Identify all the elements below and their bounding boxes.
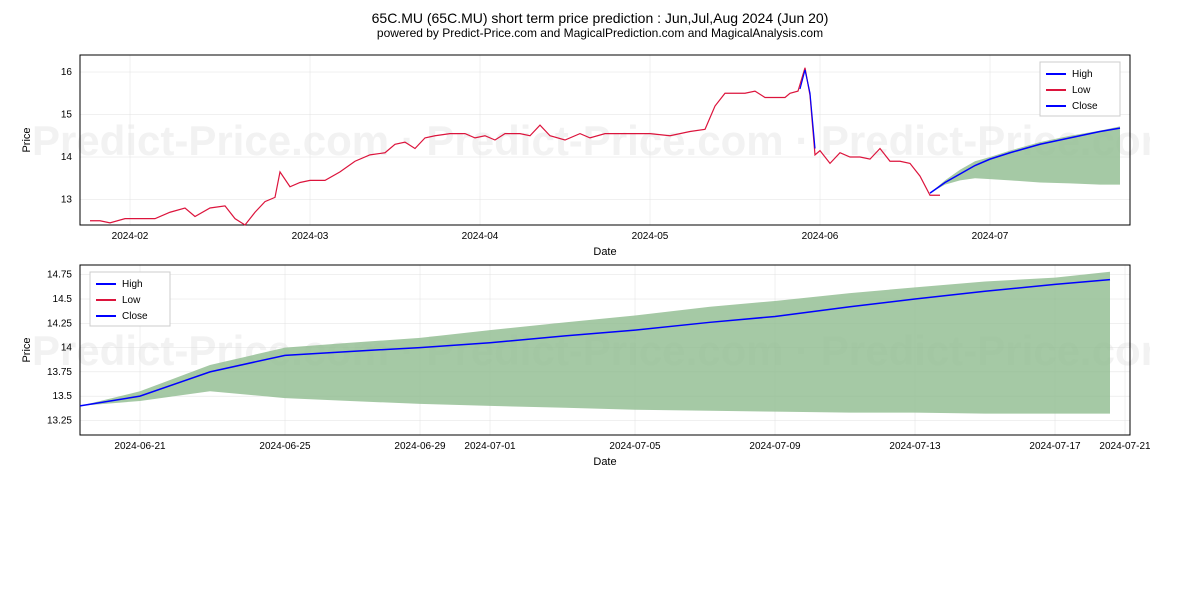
svg-text:High: High <box>1072 69 1093 80</box>
svg-text:2024-07: 2024-07 <box>972 231 1009 242</box>
svg-text:13.25: 13.25 <box>47 415 72 426</box>
svg-text:2024-07-01: 2024-07-01 <box>464 441 516 452</box>
svg-text:Low: Low <box>1072 85 1091 96</box>
svg-text:2024-02: 2024-02 <box>112 231 149 242</box>
svg-text:14: 14 <box>61 152 73 163</box>
svg-text:2024-06-21: 2024-06-21 <box>114 441 166 452</box>
svg-text:14: 14 <box>61 343 73 354</box>
svg-text:2024-07-21: 2024-07-21 <box>1099 441 1150 452</box>
svg-text:Date: Date <box>593 246 616 255</box>
svg-text:14.5: 14.5 <box>53 294 73 305</box>
svg-text:2024-06-29: 2024-06-29 <box>394 441 446 452</box>
svg-text:Low: Low <box>122 295 141 306</box>
svg-text:2024-06-25: 2024-06-25 <box>259 441 311 452</box>
svg-text:13: 13 <box>61 195 73 206</box>
svg-text:Price: Price <box>21 127 33 152</box>
svg-text:13.5: 13.5 <box>53 391 73 402</box>
svg-text:15: 15 <box>61 110 73 121</box>
chart-title: 65C.MU (65C.MU) short term price predict… <box>10 10 1190 26</box>
svg-text:2024-07-05: 2024-07-05 <box>609 441 661 452</box>
svg-text:13.75: 13.75 <box>47 367 72 378</box>
svg-text:High: High <box>122 279 143 290</box>
svg-text:2024-07-13: 2024-07-13 <box>889 441 941 452</box>
svg-text:Price: Price <box>21 337 33 362</box>
svg-text:14.25: 14.25 <box>47 318 72 329</box>
svg-text:2024-03: 2024-03 <box>292 231 329 242</box>
svg-text:Close: Close <box>1072 101 1098 112</box>
svg-text:2024-04: 2024-04 <box>462 231 499 242</box>
chart-subtitle: powered by Predict-Price.com and Magical… <box>10 26 1190 40</box>
svg-text:2024-05: 2024-05 <box>632 231 669 242</box>
svg-text:2024-06: 2024-06 <box>802 231 839 242</box>
svg-text:14.75: 14.75 <box>47 270 72 281</box>
svg-text:2024-07-09: 2024-07-09 <box>749 441 801 452</box>
svg-text:Date: Date <box>593 456 616 465</box>
svg-text:Close: Close <box>122 311 148 322</box>
top-chart: Predict-Price.com · Predict-Price.com · … <box>10 45 1150 255</box>
chart-container: 65C.MU (65C.MU) short term price predict… <box>10 10 1190 465</box>
svg-text:16: 16 <box>61 67 73 78</box>
bottom-chart: Predict-Price.com · Predict-Price.com · … <box>10 255 1150 465</box>
svg-text:2024-07-17: 2024-07-17 <box>1029 441 1081 452</box>
